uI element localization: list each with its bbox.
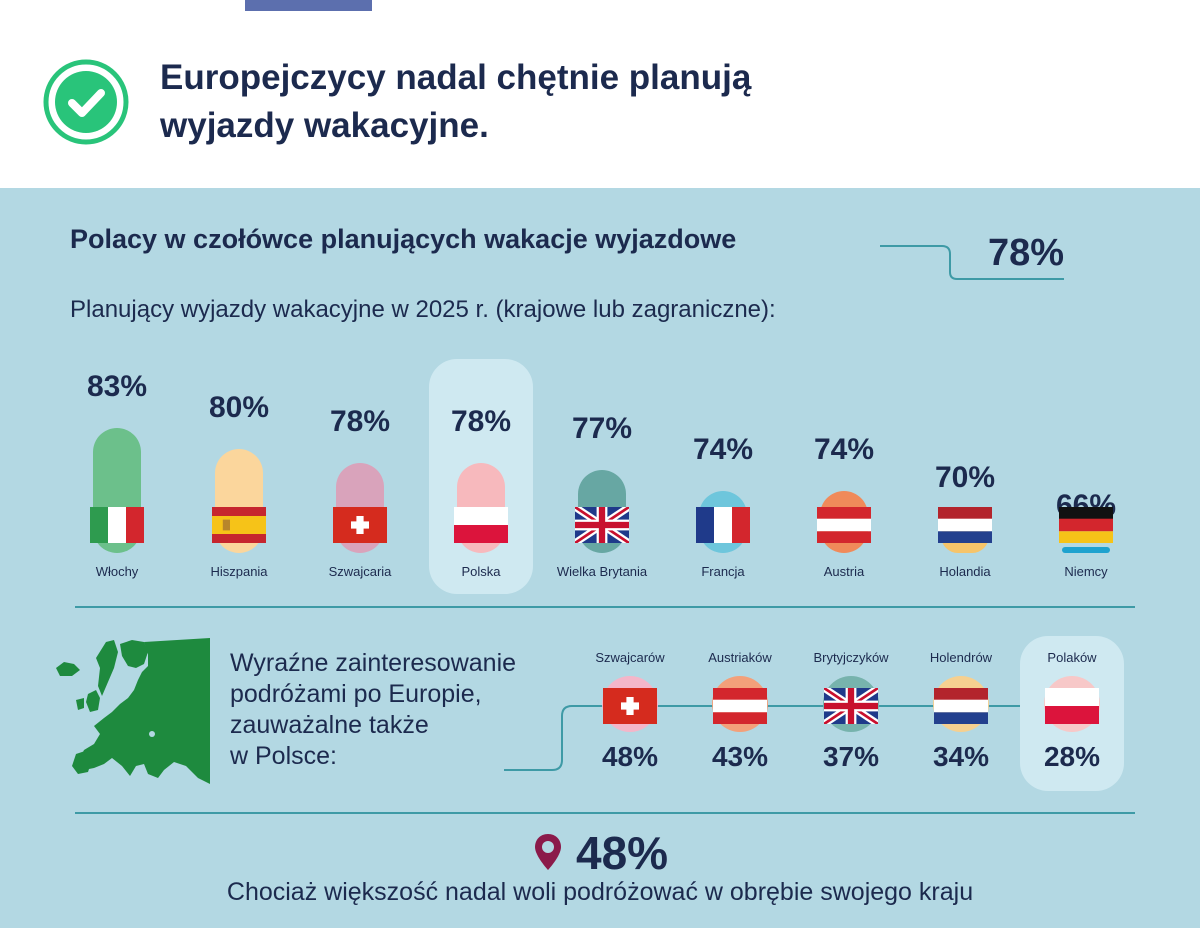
flag-niemcy-icon	[1059, 507, 1113, 548]
value-label-wielka-brytania: 77%	[571, 412, 633, 445]
interest-line-3: zauważalne także	[230, 711, 429, 739]
bottom-value: 48%	[576, 827, 669, 879]
section-subtitle: Polacy w czołówce planujących wakacje wy…	[70, 224, 737, 254]
value-label-szwajcarow: 48%	[601, 741, 659, 772]
category-label-austriakow: Austriaków	[708, 650, 772, 665]
value-label-polska: 78%	[450, 405, 512, 438]
page-title-line-2: wyjazdy wakacyjne.	[160, 106, 489, 145]
flag-holandia-icon	[938, 507, 992, 548]
flag-francja-icon	[696, 507, 750, 548]
category-label-polakow: Polaków	[1047, 650, 1097, 665]
flag-wlochy-icon	[90, 507, 144, 548]
location-pin-icon	[535, 834, 561, 870]
flag-wielka-brytania-icon	[573, 504, 631, 548]
value-label-hiszpania: 80%	[208, 391, 270, 424]
nationality-connector-line	[504, 705, 1060, 771]
poland-highlight-value: 78%	[988, 232, 1065, 274]
flag-austriakow-icon	[713, 688, 767, 729]
bottom-text: Chociaż większość nadal woli podróżować …	[226, 878, 974, 906]
category-label-holandia: Holandia	[939, 564, 991, 579]
category-label-wielka-brytania: Wielka Brytania	[556, 564, 648, 579]
category-label-brytyjczykow: Brytyjczyków	[813, 650, 889, 665]
flag-hiszpania-icon	[212, 507, 266, 548]
flag-polska-icon	[454, 507, 508, 548]
value-label-brytyjczykow: 37%	[822, 741, 880, 772]
category-label-austria: Austria	[823, 564, 865, 579]
divider-top	[75, 606, 1135, 608]
category-label-hiszpania: Hiszpania	[210, 564, 268, 579]
flag-polakow-icon	[1045, 688, 1099, 729]
flag-szwajcaria-icon	[333, 507, 387, 548]
category-label-holendrow: Holendrów	[929, 650, 993, 665]
flag-austria-icon	[817, 507, 871, 548]
value-label-szwajcaria: 78%	[329, 405, 391, 438]
check-circle-icon	[43, 59, 129, 145]
category-label-szwajcarow: Szwajcarów	[595, 650, 665, 665]
divider-bottom	[75, 812, 1135, 814]
subtitle-connector-line	[880, 245, 1064, 280]
value-label-francja: 74%	[692, 433, 754, 466]
flag-szwajcarow-icon	[603, 688, 657, 729]
europe-map-icon	[56, 638, 210, 784]
bar-niemcy	[1062, 547, 1110, 553]
value-label-polakow: 28%	[1043, 741, 1101, 772]
content-panel	[0, 188, 1200, 928]
page-title-line-1: Europejczycy nadal chętnie planują	[160, 58, 752, 97]
interest-line-2: podróżami po Europie,	[230, 680, 482, 708]
interest-text: Wyraźne zainteresowanie podróżami po Eur…	[230, 648, 550, 772]
page-title: Europejczycy nadal chętnie planują wyjaz…	[160, 54, 920, 150]
value-label-holendrow: 34%	[932, 741, 990, 772]
value-label-austriakow: 43%	[711, 741, 769, 772]
category-label-szwajcaria: Szwajcaria	[328, 564, 392, 579]
value-label-wlochy: 83%	[86, 370, 148, 403]
flag-holendrow-icon	[934, 688, 988, 729]
flag-brytyjczykow-icon	[822, 685, 880, 729]
value-label-austria: 74%	[813, 433, 875, 466]
category-label-wlochy: Włochy	[95, 564, 139, 579]
category-label-niemcy: Niemcy	[1064, 564, 1108, 579]
category-label-francja: Francja	[701, 564, 745, 579]
value-label-holandia: 70%	[934, 461, 996, 494]
chart-intro: Planujący wyjazdy wakacyjne w 2025 r. (k…	[70, 296, 776, 323]
category-label-polska: Polska	[461, 564, 501, 579]
interest-line-1: Wyraźne zainteresowanie	[230, 649, 517, 677]
top-tab-decoration	[245, 0, 372, 11]
interest-line-4: w Polsce:	[230, 742, 337, 770]
